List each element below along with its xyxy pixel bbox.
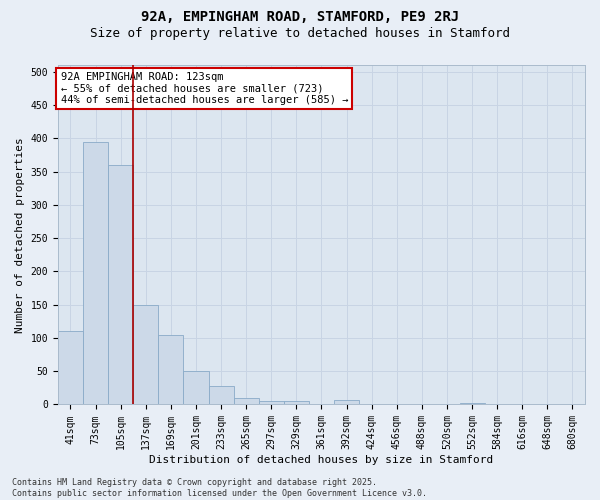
Bar <box>233 398 259 404</box>
Text: Size of property relative to detached houses in Stamford: Size of property relative to detached ho… <box>90 28 510 40</box>
Text: Contains HM Land Registry data © Crown copyright and database right 2025.
Contai: Contains HM Land Registry data © Crown c… <box>12 478 427 498</box>
Bar <box>83 142 108 404</box>
Bar <box>284 401 309 404</box>
Text: 92A, EMPINGHAM ROAD, STAMFORD, PE9 2RJ: 92A, EMPINGHAM ROAD, STAMFORD, PE9 2RJ <box>141 10 459 24</box>
Bar <box>158 334 184 404</box>
Bar <box>133 304 158 404</box>
Bar <box>184 371 209 404</box>
X-axis label: Distribution of detached houses by size in Stamford: Distribution of detached houses by size … <box>149 455 494 465</box>
Bar <box>334 400 359 404</box>
Y-axis label: Number of detached properties: Number of detached properties <box>15 137 25 332</box>
Bar <box>259 401 284 404</box>
Bar <box>460 403 485 404</box>
Text: 92A EMPINGHAM ROAD: 123sqm
← 55% of detached houses are smaller (723)
44% of sem: 92A EMPINGHAM ROAD: 123sqm ← 55% of deta… <box>61 72 348 105</box>
Bar <box>58 332 83 404</box>
Bar <box>108 165 133 404</box>
Bar <box>209 386 233 404</box>
